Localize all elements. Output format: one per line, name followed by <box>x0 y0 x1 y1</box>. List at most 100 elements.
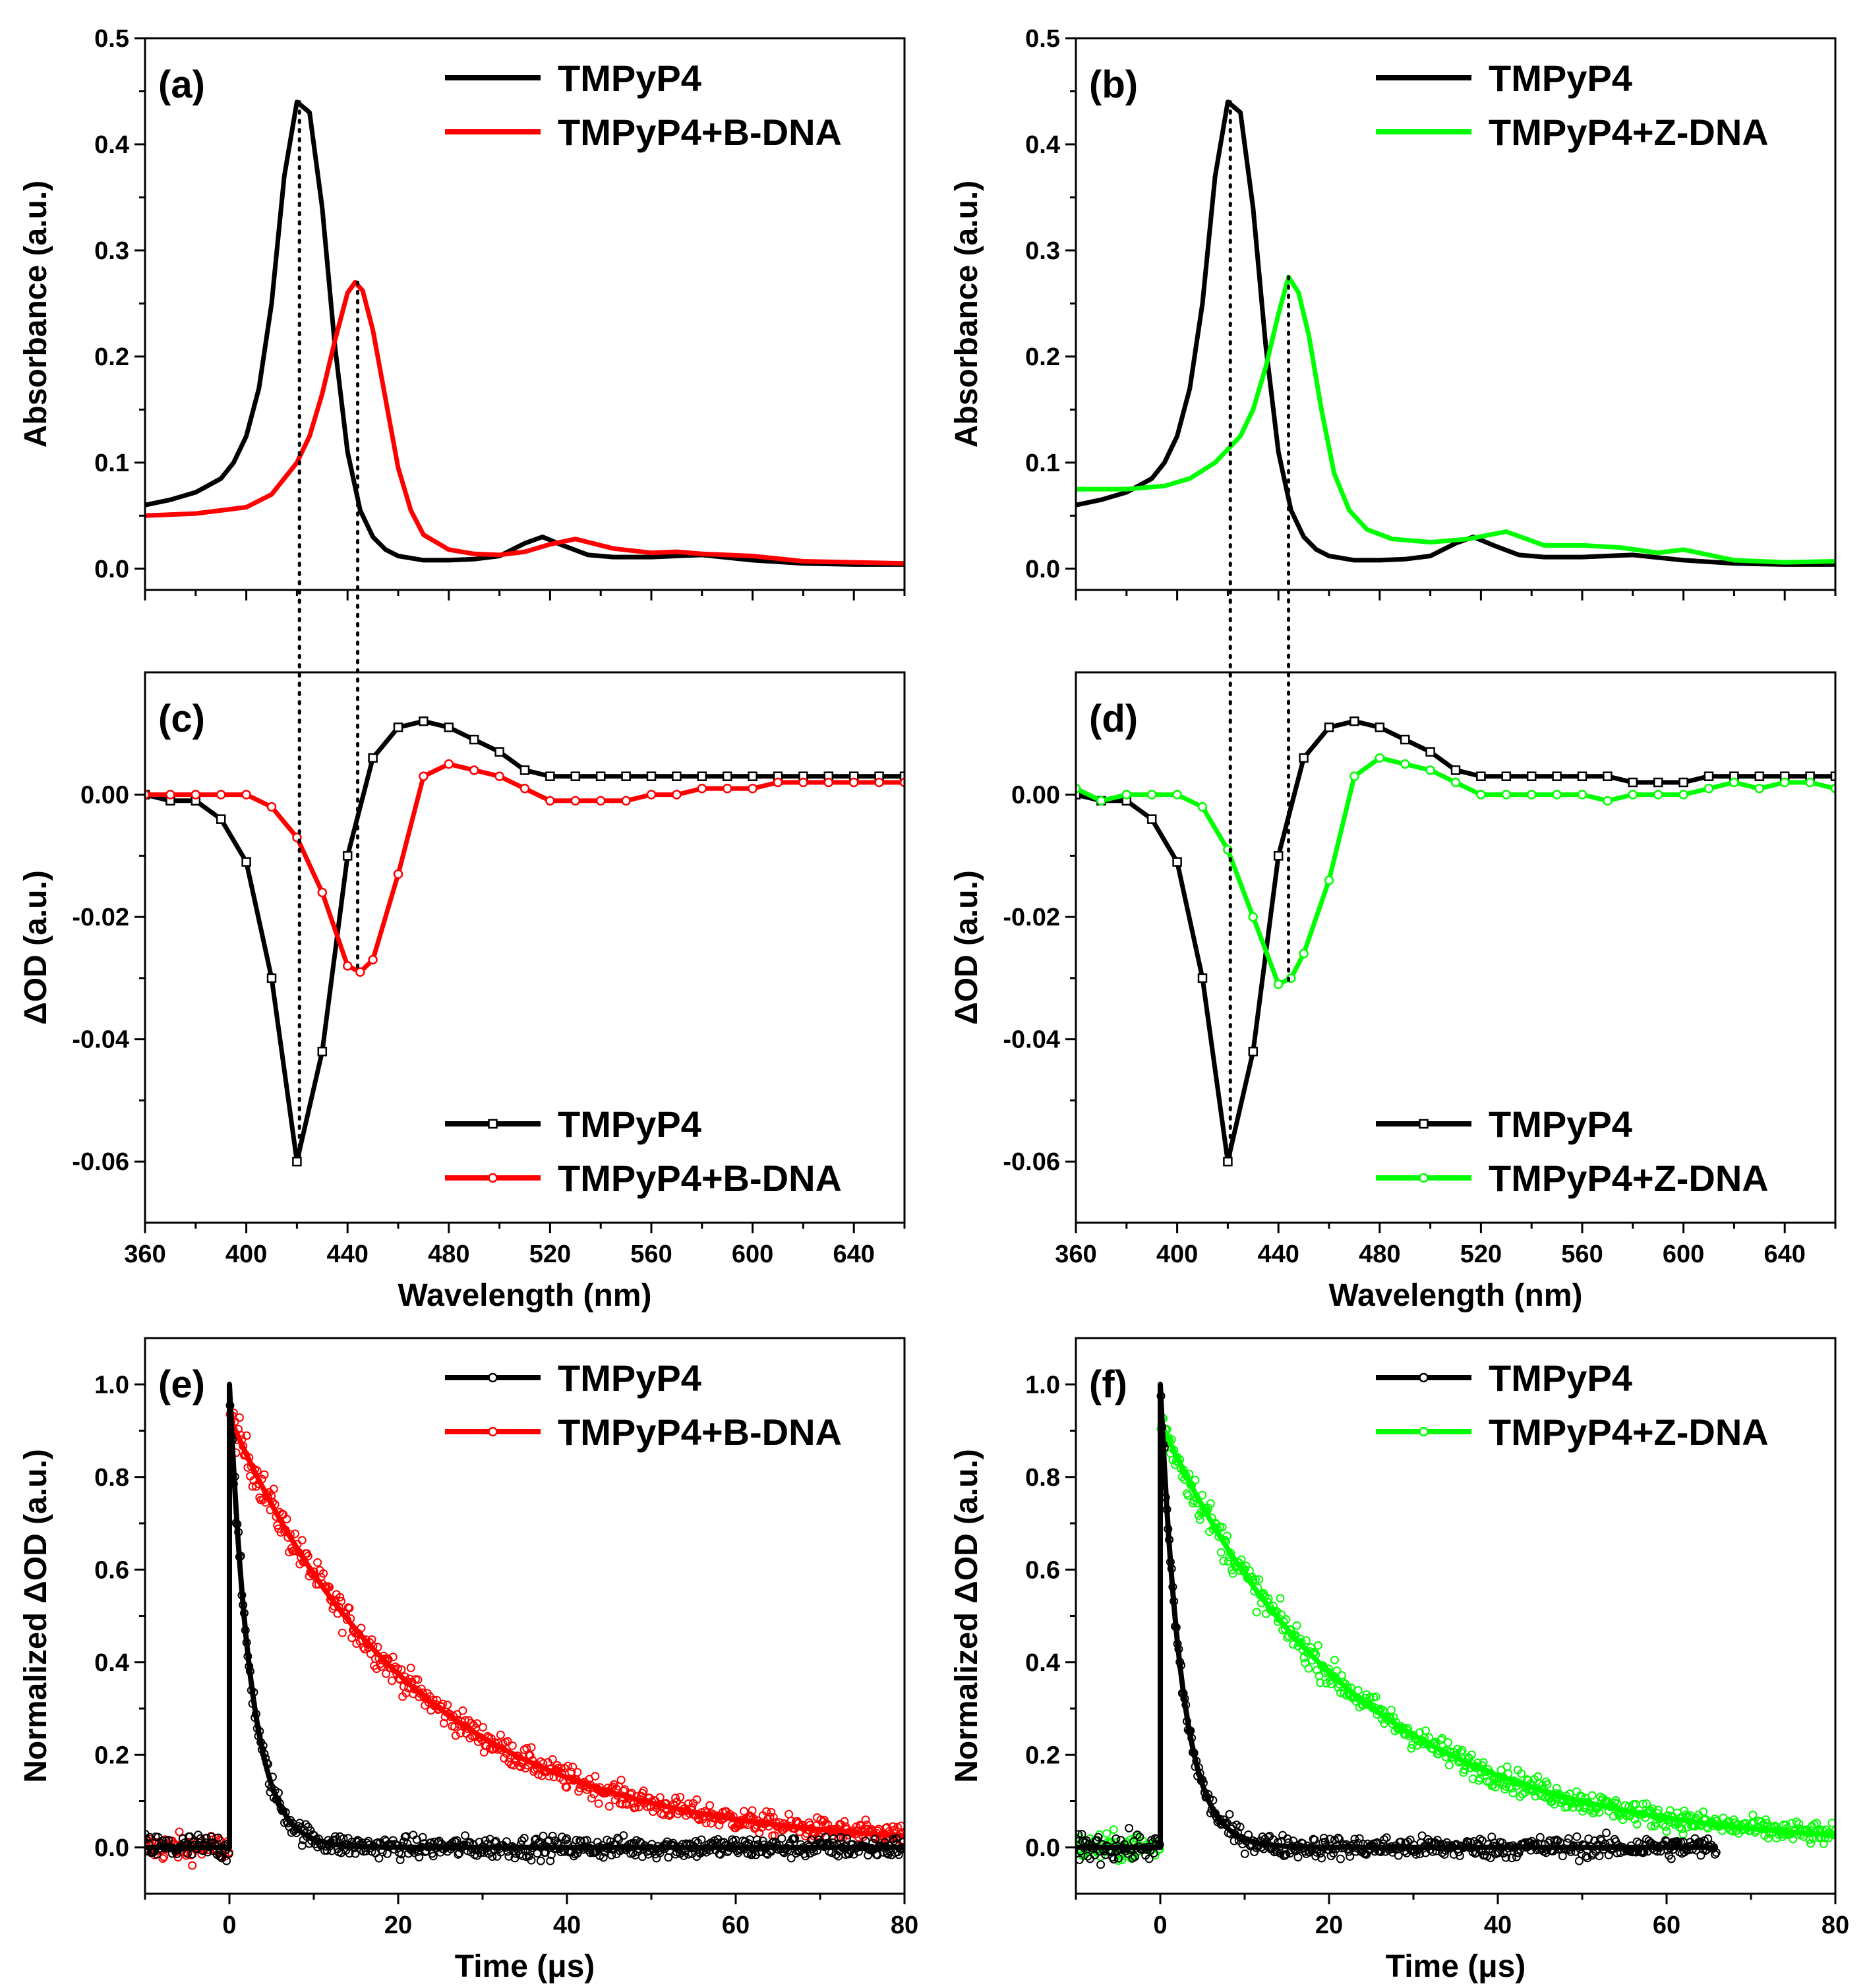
data-point <box>573 1768 582 1777</box>
series-line-dna <box>1076 755 1835 987</box>
data-point <box>692 1795 701 1804</box>
data-point <box>874 777 884 788</box>
data-point <box>1417 1831 1427 1840</box>
data-point <box>605 1801 614 1811</box>
data-point <box>1653 790 1663 800</box>
data-point <box>1332 1666 1342 1676</box>
data-point <box>1577 1850 1586 1858</box>
legend-marker <box>488 1119 498 1129</box>
data-point <box>697 771 707 781</box>
data-point <box>461 1831 470 1840</box>
data-point <box>295 1819 305 1828</box>
data-point <box>317 887 328 898</box>
data-point <box>1458 1745 1467 1755</box>
data-point <box>1440 1850 1449 1859</box>
y-tick-label: 0.2 <box>94 1741 129 1769</box>
data-point <box>1304 1664 1313 1673</box>
data-point <box>1218 1523 1227 1532</box>
data-point <box>374 1854 384 1863</box>
data-point <box>1276 1594 1285 1603</box>
data-point <box>342 961 353 971</box>
y-tick-label: 0.8 <box>1025 1464 1060 1492</box>
x-tick-label: 80 <box>1822 1912 1849 1939</box>
data-point <box>429 1852 438 1861</box>
data-point <box>1240 1849 1249 1858</box>
data-point <box>524 1852 533 1861</box>
data-point <box>1501 1853 1510 1862</box>
x-tick-label: 360 <box>1055 1241 1096 1268</box>
data-point <box>848 777 859 788</box>
data-point <box>684 1850 693 1859</box>
series-markers-tmpyp4 <box>1076 1391 1721 1869</box>
legend-entry: TMPyP4+Z-DNA <box>1489 1411 1769 1453</box>
data-point <box>786 1854 796 1863</box>
data-point <box>494 771 504 781</box>
data-point <box>269 1484 278 1494</box>
data-point <box>1380 1835 1389 1844</box>
data-point <box>619 1831 628 1840</box>
data-point <box>1678 777 1688 788</box>
data-point <box>1121 790 1132 800</box>
data-point <box>609 1780 618 1789</box>
data-point <box>1387 1705 1396 1714</box>
data-point <box>1310 1835 1319 1844</box>
data-point <box>715 1821 724 1830</box>
data-point <box>671 1794 680 1803</box>
data-point <box>1704 784 1714 794</box>
data-point <box>418 1832 427 1842</box>
x-tick-label: 60 <box>1653 1912 1680 1939</box>
data-point <box>469 734 479 745</box>
data-point <box>1476 771 1486 781</box>
data-point <box>1587 1791 1597 1800</box>
data-point <box>216 790 226 800</box>
axes-frame <box>144 671 906 1224</box>
data-point <box>842 1834 851 1843</box>
data-point <box>1628 777 1638 788</box>
data-point <box>1301 1636 1311 1645</box>
data-point <box>396 1856 405 1865</box>
data-point <box>1596 1834 1605 1844</box>
data-point <box>1543 1780 1552 1789</box>
x-axis-label: Time (μs) <box>1386 1949 1526 1984</box>
series-fit-line-dna <box>1076 1418 1835 1850</box>
data-point <box>1096 796 1106 806</box>
data-point <box>705 1801 715 1810</box>
data-point <box>1349 716 1359 726</box>
data-point <box>1282 1850 1291 1859</box>
y-tick-label: 0.0 <box>94 556 129 583</box>
axes-frame <box>144 37 906 591</box>
data-point <box>388 1676 396 1685</box>
data-point <box>297 1536 307 1545</box>
data-point <box>1316 1678 1325 1687</box>
y-tick-label: 0.4 <box>1025 131 1060 159</box>
legend-entry: TMPyP4 <box>558 57 701 99</box>
data-point <box>1526 771 1537 781</box>
data-point <box>376 1662 386 1671</box>
data-point <box>676 1792 685 1801</box>
data-point <box>1479 1758 1488 1767</box>
x-tick-label: 520 <box>1460 1241 1502 1268</box>
y-tick-label: -0.02 <box>1003 904 1060 931</box>
data-point <box>266 973 277 983</box>
data-point <box>214 1833 223 1842</box>
data-point <box>834 1852 843 1861</box>
data-point <box>1508 1788 1518 1798</box>
y-tick-label: 0.6 <box>94 1556 129 1584</box>
data-point <box>218 1854 226 1863</box>
data-point <box>266 802 277 812</box>
data-point <box>587 1794 596 1803</box>
legend-entry: TMPyP4 <box>558 1103 701 1145</box>
series-line-tmpyp4 <box>1076 100 1835 567</box>
x-tick-label: 40 <box>553 1912 581 1939</box>
data-point <box>1131 1852 1140 1861</box>
data-point <box>664 1853 673 1862</box>
data-point <box>722 784 732 794</box>
data-point <box>722 771 732 781</box>
series-line-tmpyp4 <box>145 100 904 567</box>
y-tick-label: -0.04 <box>72 1026 129 1054</box>
x-tick-label: 560 <box>1561 1241 1603 1268</box>
data-point <box>1223 1156 1233 1167</box>
data-point <box>823 777 834 788</box>
data-point <box>1794 1819 1804 1828</box>
